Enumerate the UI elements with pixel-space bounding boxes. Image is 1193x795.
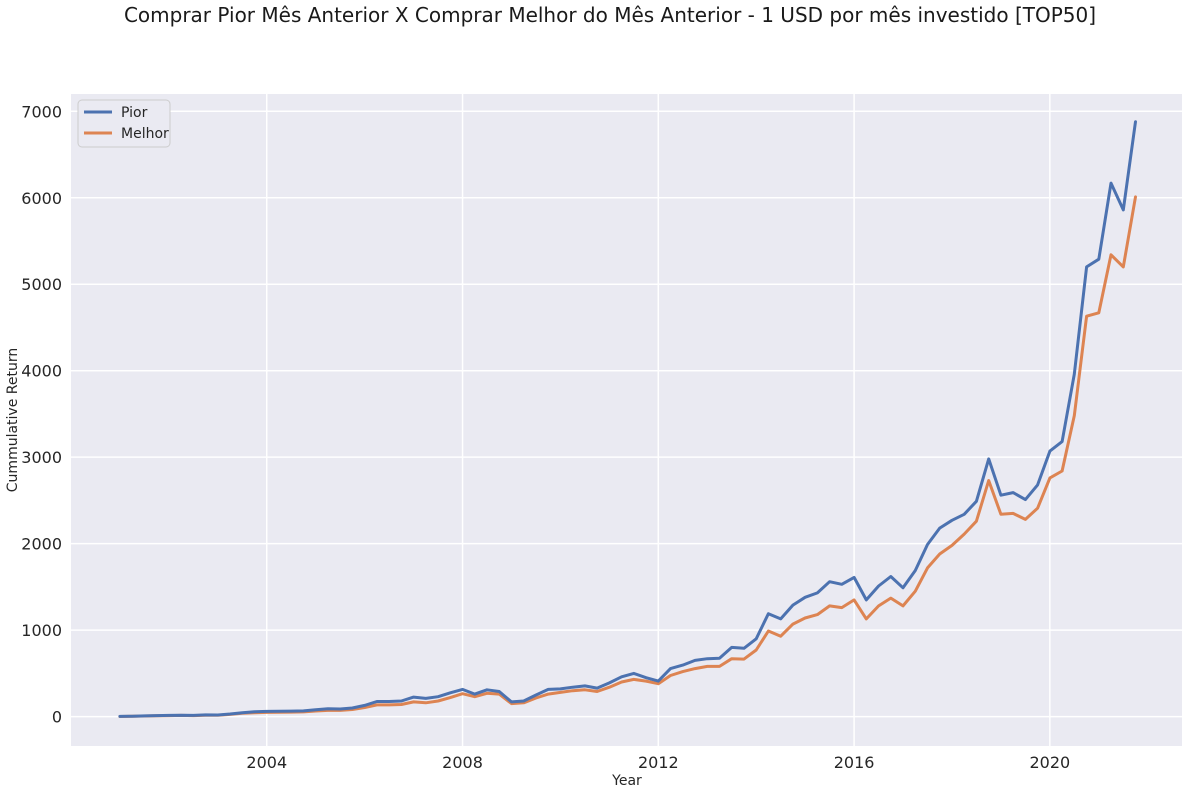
- x-tick-label: 2008: [442, 753, 483, 772]
- y-tick-label: 4000: [21, 362, 62, 381]
- legend-melhor-label: Melhor: [121, 126, 169, 142]
- grid: [71, 94, 1182, 746]
- y-tick-label: 0: [52, 708, 62, 727]
- y-tick-label: 3000: [21, 448, 62, 467]
- x-tick-label: 2004: [246, 753, 287, 772]
- series-layer: [118, 120, 1137, 718]
- legend-pior-label: Pior: [121, 105, 148, 121]
- y-tick-labels: 0 1000 2000 3000 4000 5000 6000 7000: [21, 102, 62, 726]
- x-tick-label: 2012: [638, 753, 679, 772]
- x-axis-label: Year: [611, 773, 642, 789]
- series-line-pior: [118, 120, 1137, 718]
- y-tick-label: 1000: [21, 621, 62, 640]
- y-axis-label: Cummulative Return: [5, 348, 21, 492]
- y-tick-label: 2000: [21, 535, 62, 554]
- x-tick-label: 2016: [834, 753, 875, 772]
- legend: Pior Melhor: [77, 99, 171, 148]
- y-tick-label: 5000: [21, 275, 62, 294]
- y-tick-label: 6000: [21, 189, 62, 208]
- y-tick-label: 7000: [21, 102, 62, 121]
- chart-title: Comprar Pior Mês Anterior X Comprar Melh…: [124, 3, 1096, 27]
- plot-area: [71, 94, 1182, 746]
- x-tick-labels: 2004 2008 2012 2016 2020: [246, 753, 1070, 772]
- x-tick-label: 2020: [1029, 753, 1070, 772]
